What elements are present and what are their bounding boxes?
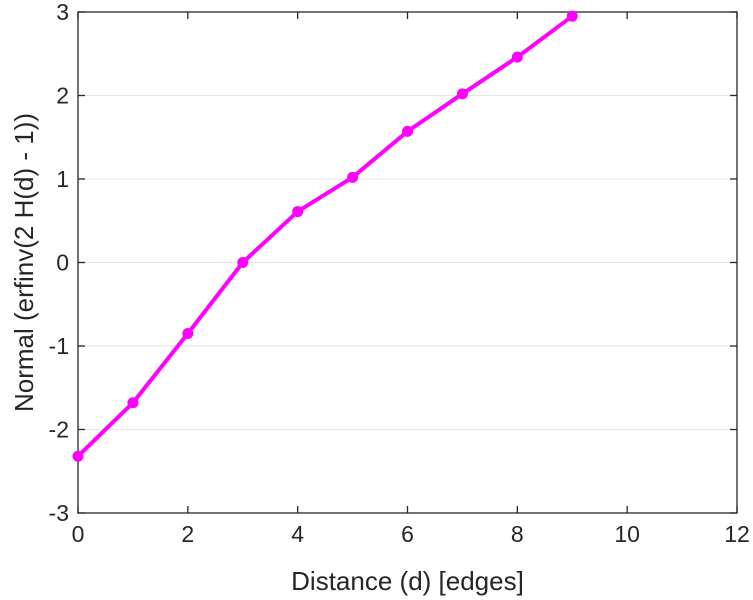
data-point [456, 88, 468, 100]
y-tick-label: -2 [49, 417, 69, 443]
x-tick-label: 6 [401, 521, 414, 547]
x-tick-label: 0 [72, 521, 85, 547]
x-tick-label: 12 [724, 521, 750, 547]
data-point [402, 125, 413, 137]
grid-lines [78, 11, 737, 514]
data-point [511, 51, 523, 63]
data-point [127, 397, 139, 409]
data-point [72, 450, 84, 462]
y-tick-label: 2 [56, 83, 69, 109]
x-tick-label: 8 [511, 521, 524, 547]
data-point [347, 171, 359, 183]
y-tick-label: -1 [49, 333, 69, 359]
series [72, 10, 578, 462]
data-point [237, 257, 249, 268]
x-tick-label: 4 [291, 521, 304, 547]
series-line [76, 14, 575, 459]
x-axis-label: Distance (d) [edges] [291, 566, 524, 596]
data-point [182, 327, 194, 339]
data-point [566, 10, 578, 22]
y-tick-label: 3 [56, 0, 69, 25]
x-tick-label: 10 [614, 521, 640, 547]
y-tick-label: -3 [49, 500, 69, 526]
y-axis-label: Normal (erfinv(2 H(d) - 1)) [9, 113, 39, 412]
data-point [292, 206, 304, 218]
x-tick-label: 2 [181, 521, 194, 547]
y-tick-label: 0 [56, 250, 69, 276]
y-tick-label: 1 [56, 166, 69, 192]
